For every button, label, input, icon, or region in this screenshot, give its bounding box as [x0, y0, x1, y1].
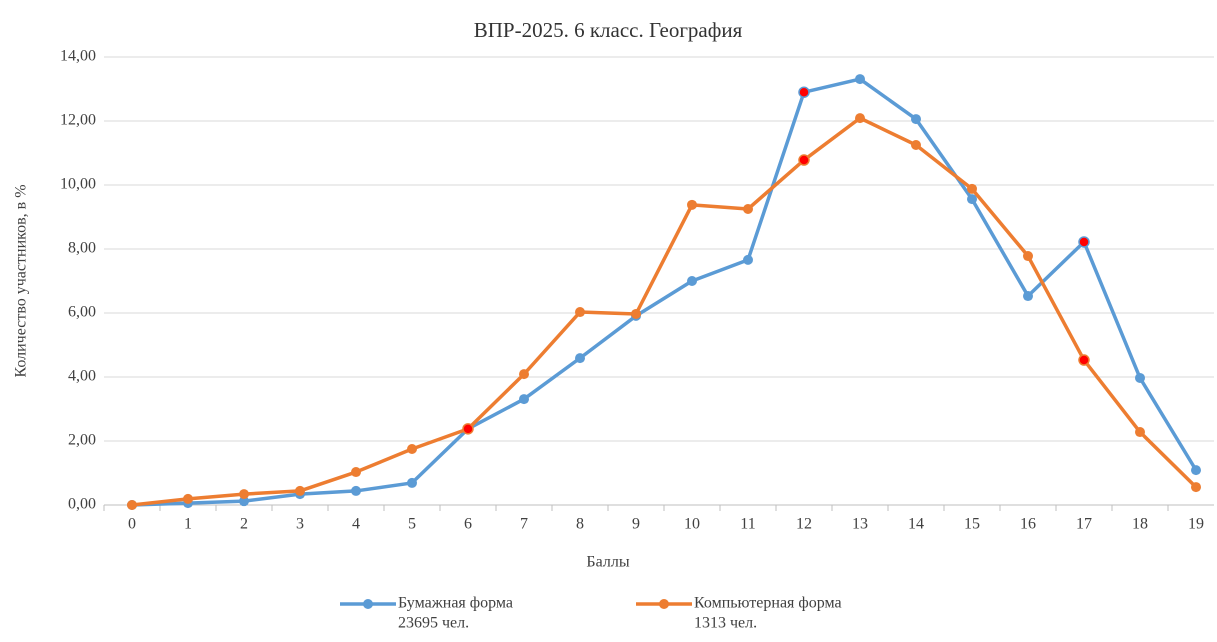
x-tick-label: 7 [520, 516, 528, 533]
data-point [855, 113, 865, 124]
x-tick-label: 1 [184, 516, 192, 533]
x-tick-label: 18 [1132, 516, 1148, 533]
data-point [239, 489, 249, 500]
data-point [462, 423, 474, 435]
data-point [1135, 372, 1145, 383]
series-line [131, 77, 1198, 507]
legend-sublabel: 1313 чел. [694, 615, 757, 632]
y-tick-label: 0,00 [68, 496, 96, 513]
data-point [239, 496, 249, 507]
data-point [575, 307, 585, 318]
x-tick-label: 14 [908, 516, 924, 533]
data-point [1191, 482, 1201, 493]
x-tick-label: 19 [1188, 516, 1204, 533]
data-point [687, 199, 697, 210]
data-point [407, 477, 417, 488]
x-tick-label: 11 [740, 516, 755, 533]
x-tick-label: 2 [240, 516, 248, 533]
data-point [407, 444, 417, 454]
x-tick-label: 8 [576, 516, 584, 533]
x-tick-label: 10 [684, 516, 700, 533]
legend-marker [363, 599, 373, 609]
data-point [911, 114, 921, 125]
data-point [575, 353, 585, 364]
data-point [1023, 251, 1033, 262]
x-tick-label: 3 [296, 516, 304, 533]
data-point [798, 154, 810, 166]
data-point [1191, 465, 1201, 476]
y-tick-label: 10,00 [60, 176, 96, 193]
data-point [855, 74, 865, 85]
y-tick-label: 4,00 [68, 368, 96, 385]
data-point [295, 485, 305, 496]
data-point [351, 485, 361, 496]
data-point [351, 467, 361, 478]
data-point [631, 308, 641, 319]
x-tick-label: 9 [632, 516, 640, 533]
y-tick-label: 2,00 [68, 432, 96, 449]
legend-label: Бумажная форма [398, 595, 513, 612]
data-point [798, 86, 810, 98]
data-point [911, 140, 921, 150]
data-point [1078, 236, 1090, 248]
data-point [1135, 427, 1145, 438]
x-axis-label: Баллы [586, 554, 629, 571]
legend-sublabel: 23695 чел. [398, 615, 469, 632]
y-tick-label: 6,00 [68, 304, 96, 321]
x-tick-label: 5 [408, 516, 416, 533]
x-tick-label: 15 [964, 516, 980, 533]
chart-title: ВПР-2025. 6 класс. География [474, 18, 743, 42]
data-point [519, 394, 529, 405]
data-point [967, 194, 977, 205]
data-point [743, 254, 753, 265]
x-tick-label: 17 [1076, 516, 1092, 533]
y-tick-label: 8,00 [68, 240, 96, 257]
series-line [131, 116, 1198, 507]
x-tick-label: 6 [464, 516, 472, 533]
data-point [743, 204, 753, 214]
data-point [519, 369, 529, 380]
data-point [967, 183, 977, 194]
x-tick-label: 4 [352, 516, 360, 533]
data-point [1078, 354, 1090, 366]
y-tick-label: 12,00 [60, 112, 96, 129]
x-tick-label: 12 [796, 516, 812, 533]
y-tick-label: 14,00 [60, 48, 96, 65]
data-point [127, 500, 137, 510]
x-tick-label: 13 [852, 516, 868, 533]
data-point [687, 276, 697, 286]
x-tick-label: 16 [1020, 516, 1036, 533]
legend-label: Компьютерная форма [694, 595, 842, 612]
data-point [183, 493, 193, 504]
legend-marker [659, 599, 669, 609]
data-point [1023, 291, 1033, 302]
x-tick-label: 0 [128, 516, 136, 533]
y-axis-label: Количество участников, в % [13, 184, 30, 377]
